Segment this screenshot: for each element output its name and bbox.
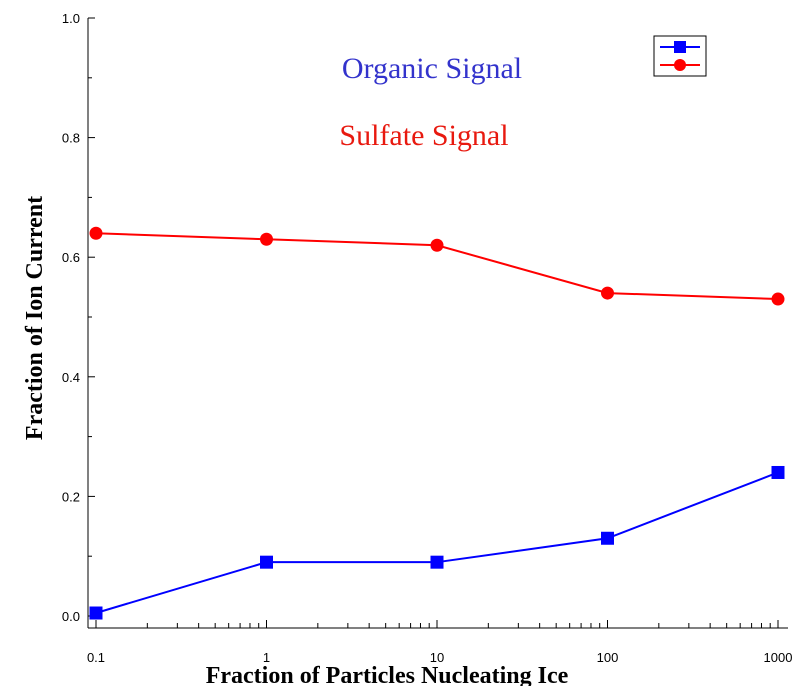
x-axis-title: Fraction of Particles Nucleating Ice (206, 663, 569, 686)
y-ticks: 0.0 0.2 0.4 0.6 0.8 1.0 (62, 11, 95, 624)
legend (653, 35, 707, 77)
series-1-point (430, 555, 444, 569)
y-tick-label: 0.6 (62, 250, 80, 265)
x-tick-label: 0.1 (87, 650, 105, 665)
series-1-line (95, 471, 779, 614)
series-2-point (601, 286, 614, 300)
plot-frame (87, 18, 788, 629)
y-tick-label: 0.2 (62, 489, 80, 504)
series-2-point (260, 232, 273, 246)
legend-entry-organic (660, 41, 700, 53)
y-tick-label: 0.4 (62, 370, 80, 385)
x-tick-label: 1 (263, 650, 270, 665)
x-tick-label: 100 (597, 650, 619, 665)
series-layer (89, 226, 785, 620)
sulfate-signal-annotation: Sulfate Signal (339, 119, 508, 152)
legend-marker-organic (674, 41, 686, 53)
y-tick-label: 1.0 (62, 11, 80, 26)
x-ticks: 0.1 1 10 100 1000 (87, 620, 793, 665)
series-1-point (771, 465, 785, 479)
series-2-point (89, 226, 103, 240)
x-tick-label: 10 (430, 650, 444, 665)
legend-entry-sulfate (660, 59, 700, 71)
series-1-point (601, 531, 614, 545)
series-2-point (771, 292, 785, 306)
series-2-point (430, 238, 444, 252)
y-axis-title: Fraction of Ion Current (22, 196, 48, 440)
x-tick-label: 1000 (764, 650, 793, 665)
y-tick-label: 0.8 (62, 131, 80, 146)
y-tick-label: 0.0 (62, 609, 80, 624)
series-1-point (260, 555, 273, 569)
series-1-point (89, 606, 103, 620)
organic-signal-annotation: Organic Signal (342, 52, 522, 85)
legend-marker-sulfate (674, 59, 686, 71)
